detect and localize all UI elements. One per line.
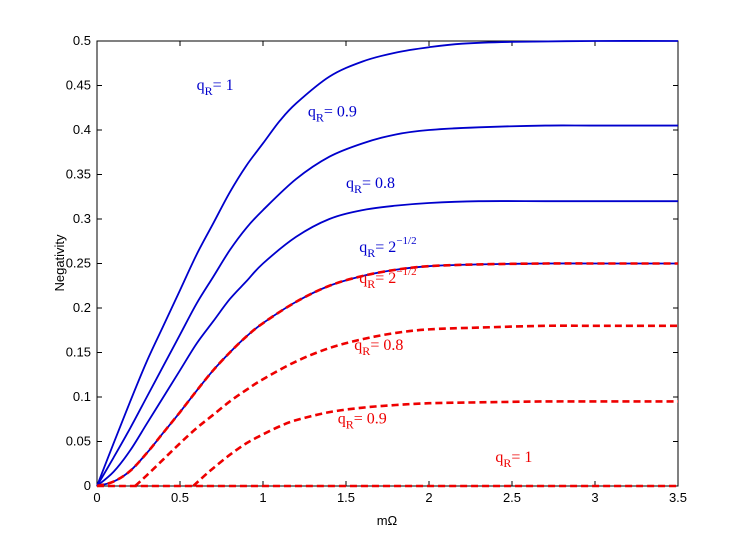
annotation-base: q: [495, 449, 503, 466]
y-tick-label: 0.4: [73, 122, 91, 137]
series-line-6: [134, 324, 678, 487]
annotation-value: = 0.9: [354, 411, 387, 428]
annotation-base: q: [354, 337, 362, 354]
x-tick-label: 2: [425, 490, 432, 505]
annotation-base: q: [359, 239, 367, 256]
series-group: [96, 40, 679, 488]
series-line-2: [96, 124, 678, 487]
annotation-base: q: [308, 104, 316, 121]
annotation-subscript: R: [346, 418, 354, 432]
annotation-subscript: R: [354, 182, 362, 196]
y-axis-label: Negativity: [52, 234, 67, 292]
annotation-subscript: R: [205, 84, 213, 98]
annotations-group: qR= 1qR= 0.9qR= 0.8qR= 2−1/2qR= 2−1/2qR=…: [197, 77, 533, 470]
y-tick-label: 0.35: [66, 167, 91, 182]
annotation-base: q: [338, 411, 346, 428]
series-line-7: [192, 400, 678, 487]
y-tick-label: 0.15: [66, 345, 91, 360]
series-line-3: [96, 200, 678, 487]
series-annotation: qR= 2−1/2: [359, 266, 416, 291]
y-tick-label: 0.05: [66, 434, 91, 449]
series-annotation: qR= 1: [197, 77, 234, 98]
annotation-value: = 0.8: [370, 337, 403, 354]
y-tick-label: 0.25: [66, 256, 91, 271]
series-line-5: [96, 262, 678, 488]
annotation-value: = 1: [511, 449, 532, 466]
x-tick-label: 3: [591, 490, 598, 505]
series-annotation: qR= 2−1/2: [359, 235, 416, 260]
annotation-value: = 0.8: [362, 175, 395, 192]
annotation-base: q: [197, 77, 205, 94]
axis-ticks: 0 0.5 1 1.5 2 2.5 3 3.5 0 0.05 0.1 0.15 0.2 0.25 0.3 0.…: [66, 33, 687, 505]
y-tick-label: 0.3: [73, 211, 91, 226]
annotation-value: = 0.9: [324, 104, 357, 121]
annotation-value: = 1: [213, 77, 234, 94]
annotation-subscript: R: [503, 456, 511, 470]
x-tick-label: 0: [93, 490, 100, 505]
annotation-base: q: [359, 270, 367, 287]
x-axis-label: mΩ: [377, 513, 398, 528]
y-tick-label: 0: [84, 478, 91, 493]
annotation-subscript: R: [367, 246, 375, 260]
annotation-subscript: R: [362, 344, 370, 358]
annotation-superscript: −1/2: [396, 235, 416, 247]
x-tick-label: 3.5: [669, 490, 687, 505]
series-annotation: qR= 1: [495, 449, 532, 470]
series-annotation: qR= 0.8: [354, 337, 403, 358]
x-tick-label: 2.5: [503, 490, 521, 505]
annotation-superscript: −1/2: [396, 266, 416, 278]
y-tick-label: 0.45: [66, 78, 91, 93]
x-tick-label: 1: [259, 490, 266, 505]
series-annotation: qR= 0.9: [338, 411, 387, 432]
annotation-base: q: [346, 175, 354, 192]
annotation-subscript: R: [316, 111, 324, 125]
x-tick-label: 0.5: [171, 490, 189, 505]
annotation-subscript: R: [367, 277, 375, 291]
y-tick-label: 0.2: [73, 300, 91, 315]
annotation-value: = 2: [375, 270, 396, 287]
y-tick-label: 0.1: [73, 389, 91, 404]
x-tick-label: 1.5: [337, 490, 355, 505]
y-tick-label: 0.5: [73, 33, 91, 48]
series-annotation: qR= 0.9: [308, 104, 357, 125]
series-line-1: [96, 40, 679, 487]
series-annotation: qR= 0.8: [346, 175, 395, 196]
annotation-value: = 2: [375, 239, 396, 256]
